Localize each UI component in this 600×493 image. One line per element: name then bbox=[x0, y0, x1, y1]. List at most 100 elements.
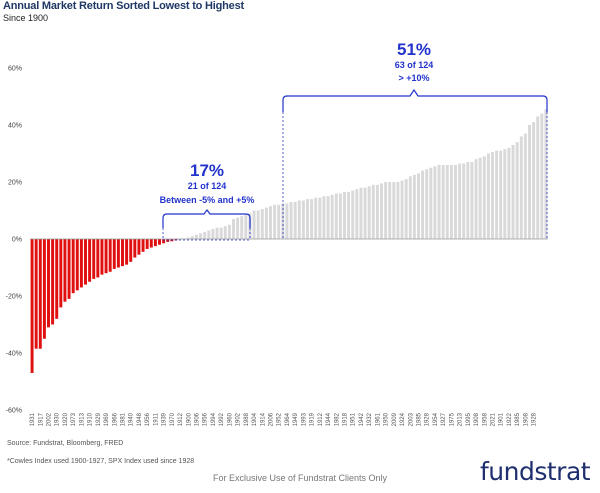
x-tick-label: 2013 bbox=[458, 412, 464, 426]
bar bbox=[186, 237, 190, 239]
x-tick-label: 1954 bbox=[433, 412, 439, 426]
bar bbox=[277, 204, 281, 239]
bar bbox=[499, 150, 503, 239]
bar bbox=[375, 184, 379, 239]
bar bbox=[495, 150, 499, 239]
bar bbox=[310, 199, 314, 239]
x-tick-label: 1919 bbox=[310, 412, 316, 426]
x-tick-label: 1956 bbox=[145, 412, 151, 426]
x-tick-label: 1952 bbox=[277, 412, 283, 426]
y-tick-label: 20% bbox=[8, 180, 22, 187]
bar bbox=[437, 164, 441, 239]
bar bbox=[532, 122, 536, 239]
bar bbox=[55, 239, 59, 319]
bar bbox=[330, 194, 334, 239]
bar bbox=[306, 199, 309, 239]
bar bbox=[334, 193, 338, 239]
bar bbox=[314, 197, 318, 239]
bar bbox=[269, 206, 272, 239]
x-tick-label: 1929 bbox=[96, 412, 102, 426]
bar bbox=[519, 136, 523, 239]
bar bbox=[515, 142, 519, 239]
bar bbox=[462, 163, 466, 239]
bar bbox=[30, 239, 34, 373]
bar bbox=[355, 189, 359, 240]
bar bbox=[482, 156, 486, 239]
x-tick-label: 1901 bbox=[499, 412, 505, 426]
x-tick-label: 1981 bbox=[121, 412, 127, 426]
x-tick-label: 1932 bbox=[367, 412, 373, 426]
x-tick-label: 1949 bbox=[293, 412, 299, 426]
bar bbox=[121, 239, 124, 267]
bar bbox=[421, 170, 425, 239]
bar bbox=[412, 174, 416, 240]
bars-group bbox=[30, 109, 548, 373]
x-tick-label: 1939 bbox=[162, 412, 168, 426]
bar bbox=[359, 187, 363, 239]
bar bbox=[149, 239, 153, 248]
x-tick-label: 1908 bbox=[474, 412, 480, 426]
bar bbox=[380, 183, 383, 239]
bar bbox=[108, 239, 112, 272]
bar bbox=[404, 179, 408, 239]
bar bbox=[454, 164, 457, 239]
x-tick-label: 1950 bbox=[384, 412, 390, 426]
x-tick-label: 1908 bbox=[523, 412, 529, 426]
exclusive-footer: For Exclusive Use of Fundstrat Clients O… bbox=[212, 473, 388, 483]
bar bbox=[190, 236, 194, 239]
bar bbox=[47, 239, 50, 328]
bar bbox=[59, 239, 63, 308]
bar bbox=[417, 173, 420, 239]
x-tick-label: 1912 bbox=[178, 412, 184, 426]
bar bbox=[92, 239, 96, 279]
chart-title: Annual Market Return Sorted Lowest to Hi… bbox=[3, 0, 244, 12]
bar bbox=[116, 239, 120, 268]
bar bbox=[326, 196, 330, 239]
x-tick-label: 1902 bbox=[236, 412, 242, 426]
bar bbox=[67, 239, 71, 299]
x-tick-label: 1970 bbox=[170, 412, 176, 426]
bar bbox=[166, 239, 170, 242]
bar bbox=[79, 239, 83, 288]
bar bbox=[540, 113, 544, 239]
bar bbox=[351, 190, 355, 239]
bar bbox=[42, 239, 46, 339]
x-tick-label: 1906 bbox=[195, 412, 201, 426]
bar bbox=[338, 193, 342, 239]
x-tick-label: 1904 bbox=[252, 412, 258, 426]
x-tick-label: 1993 bbox=[301, 412, 307, 426]
bar bbox=[96, 239, 100, 278]
bar bbox=[88, 239, 92, 282]
bar bbox=[458, 163, 462, 239]
bar bbox=[207, 230, 211, 239]
x-tick-label: 1922 bbox=[507, 412, 513, 426]
bar bbox=[145, 239, 149, 249]
x-tick-label: 1966 bbox=[112, 412, 118, 426]
x-tick-label: 1928 bbox=[532, 412, 538, 426]
bar bbox=[141, 239, 145, 252]
high-range-label: > +10% bbox=[398, 73, 429, 83]
bar bbox=[100, 239, 104, 275]
mid-pct-label: 17% bbox=[190, 161, 224, 180]
bar bbox=[153, 239, 157, 247]
bar bbox=[264, 207, 268, 239]
bar bbox=[195, 234, 198, 239]
bar bbox=[273, 204, 277, 239]
bar bbox=[244, 214, 248, 239]
bar bbox=[441, 164, 445, 239]
bar bbox=[34, 239, 38, 349]
bar bbox=[199, 233, 203, 239]
bar bbox=[223, 226, 227, 239]
index-note: *Cowles Index used 1900-1927, SPX Index … bbox=[7, 458, 195, 465]
x-tick-label: 1992 bbox=[219, 412, 225, 426]
x-tick-label: 1985 bbox=[417, 412, 423, 426]
bar bbox=[408, 176, 412, 239]
bar bbox=[528, 125, 531, 239]
bar bbox=[38, 239, 42, 349]
bar bbox=[219, 227, 223, 239]
bar bbox=[104, 239, 108, 274]
bar bbox=[523, 133, 527, 239]
bar bbox=[51, 239, 55, 325]
bar bbox=[75, 239, 79, 291]
x-tick-label: 1988 bbox=[244, 412, 250, 426]
